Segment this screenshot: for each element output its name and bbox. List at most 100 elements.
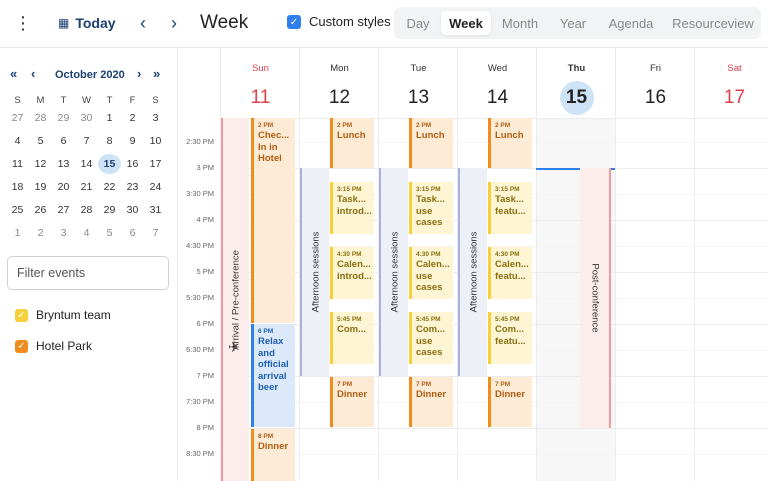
- custom-styles-checkbox[interactable]: ✓: [287, 15, 301, 29]
- afternoon-sessions-mon[interactable]: Afternoon sessions: [300, 168, 329, 376]
- mini-calendar-day[interactable]: 7: [152, 227, 159, 239]
- day-header-sun[interactable]: Sun 11: [221, 48, 300, 118]
- event-name: Calen... use cases: [416, 259, 450, 293]
- checkbox-checked-icon[interactable]: ✓: [15, 308, 28, 322]
- day-name: Sat: [727, 63, 742, 74]
- mode-agenda-tab[interactable]: Agenda: [608, 15, 654, 31]
- mini-calendar-day[interactable]: 6: [129, 227, 136, 239]
- mini-calendar-day[interactable]: 5: [106, 227, 113, 239]
- band-label: Arrival / Pre-conference: [230, 249, 242, 350]
- mini-calendar-day[interactable]: 26: [34, 204, 47, 216]
- day-header-sat[interactable]: Sat 17: [695, 48, 768, 118]
- mini-calendar-day[interactable]: 14: [80, 158, 93, 170]
- mini-calendar-day[interactable]: 5: [37, 135, 44, 147]
- mini-calendar-day[interactable]: 31: [149, 204, 162, 216]
- mini-calendar-day[interactable]: 11: [12, 158, 23, 170]
- event-name: Relax and official arrival beer: [258, 336, 289, 393]
- day-header-tue[interactable]: Tue 13: [379, 48, 458, 118]
- mini-calendar-day[interactable]: 15: [98, 154, 121, 174]
- day-header-fri[interactable]: Fri 16: [616, 48, 695, 118]
- arrival-band[interactable]: Arrival / Pre-conference: [221, 118, 249, 481]
- resource-filter-hotel-park[interactable]: ✓ Hotel Park: [15, 339, 92, 353]
- mode-month-tab[interactable]: Month: [501, 15, 539, 31]
- mini-calendar-day[interactable]: 7: [83, 135, 90, 147]
- afternoon-sessions-tue[interactable]: Afternoon sessions: [379, 168, 408, 376]
- mini-calendar-day[interactable]: 29: [57, 112, 70, 124]
- mode-resourceview-tab[interactable]: Resourceview: [672, 15, 754, 31]
- post-conference-band[interactable]: Post-conference: [580, 168, 611, 428]
- mini-calendar-day[interactable]: 24: [149, 181, 162, 193]
- event-wed-calendar[interactable]: 4:30 PM Calen... featu...: [488, 247, 532, 299]
- checkbox-checked-icon[interactable]: ✓: [15, 339, 28, 353]
- event-wed-com[interactable]: 5:45 PM Com... featu...: [488, 312, 532, 364]
- mini-calendar-day[interactable]: 29: [103, 204, 116, 216]
- mode-day-tab[interactable]: Day: [406, 15, 430, 31]
- event-sun-checkin[interactable]: 2 PM Chec... In in Hotel: [251, 118, 295, 323]
- event-mon-task[interactable]: 3:15 PM Task... introd...: [330, 182, 374, 234]
- mini-calendar-day[interactable]: 4: [83, 227, 90, 239]
- mini-calendar-day[interactable]: 28: [34, 112, 47, 124]
- event-tue-dinner[interactable]: 7 PM Dinner: [409, 377, 453, 427]
- mini-calendar-day[interactable]: 23: [126, 181, 139, 193]
- mini-calendar-day[interactable]: 30: [126, 204, 139, 216]
- mini-calendar-day[interactable]: 10: [149, 135, 162, 147]
- mini-calendar-day[interactable]: 1: [106, 112, 113, 124]
- event-wed-dinner[interactable]: 7 PM Dinner: [488, 377, 532, 427]
- event-mon-dinner[interactable]: 7 PM Dinner: [330, 377, 374, 427]
- mode-week-tab[interactable]: Week: [441, 11, 491, 35]
- mini-calendar-day[interactable]: 4: [14, 135, 21, 147]
- next-year-icon[interactable]: »: [153, 66, 161, 81]
- mini-calendar-day[interactable]: 9: [129, 135, 136, 147]
- event-tue-calendar[interactable]: 4:30 PM Calen... use cases: [409, 247, 453, 299]
- filter-events-input[interactable]: [7, 256, 169, 290]
- previous-month-icon[interactable]: ‹: [31, 66, 36, 81]
- event-mon-calendar[interactable]: 4:30 PM Calen... introd...: [330, 247, 374, 299]
- mini-calendar-day[interactable]: 20: [57, 181, 70, 193]
- mini-calendar-day[interactable]: 25: [11, 204, 24, 216]
- mini-calendar-day[interactable]: 21: [80, 181, 93, 193]
- event-sun-relax[interactable]: 6 PM Relax and official arrival beer: [251, 324, 295, 427]
- mode-year-tab[interactable]: Year: [559, 15, 587, 31]
- mini-calendar-day[interactable]: 13: [57, 158, 70, 170]
- mini-calendar-day[interactable]: 17: [149, 158, 162, 170]
- day-header-wed[interactable]: Wed 14: [458, 48, 537, 118]
- mini-calendar-day[interactable]: 27: [57, 204, 70, 216]
- mini-calendar-day[interactable]: 22: [103, 181, 116, 193]
- event-mon-com[interactable]: 5:45 PM Com...: [330, 312, 374, 364]
- next-month-icon[interactable]: ›: [137, 66, 142, 81]
- afternoon-sessions-wed[interactable]: Afternoon sessions: [458, 168, 487, 376]
- mini-calendar-day[interactable]: 28: [80, 204, 93, 216]
- next-week-button[interactable]: ›: [171, 12, 177, 33]
- event-time: 3:15 PM: [495, 186, 520, 193]
- mini-calendar-day[interactable]: 3: [152, 112, 159, 124]
- mini-calendar-day[interactable]: 1: [14, 227, 21, 239]
- day-date: 12: [328, 87, 351, 108]
- event-wed-lunch[interactable]: 2 PM Lunch: [488, 118, 532, 168]
- mini-calendar-day[interactable]: 6: [60, 135, 67, 147]
- mini-calendar-day[interactable]: 16: [126, 158, 139, 170]
- mini-calendar-day[interactable]: 19: [34, 181, 47, 193]
- event-sun-dinner[interactable]: 8 PM Dinner: [251, 429, 295, 481]
- mini-calendar-day[interactable]: 3: [60, 227, 67, 239]
- event-wed-task[interactable]: 3:15 PM Task... featu...: [488, 182, 532, 234]
- mini-calendar-day[interactable]: 2: [37, 227, 44, 239]
- event-mon-lunch[interactable]: 2 PM Lunch: [330, 118, 374, 168]
- mini-calendar-day[interactable]: 12: [34, 158, 47, 170]
- event-name: Com...: [337, 324, 367, 335]
- day-header-mon[interactable]: Mon 12: [300, 48, 379, 118]
- mini-calendar-day[interactable]: 2: [129, 112, 136, 124]
- previous-year-icon[interactable]: «: [10, 66, 18, 81]
- mini-calendar-day[interactable]: 30: [80, 112, 93, 124]
- day-header-thu[interactable]: Thu 15: [537, 48, 616, 118]
- event-tue-lunch[interactable]: 2 PM Lunch: [409, 118, 453, 168]
- today-button[interactable]: ▦ Today: [58, 13, 116, 33]
- mini-calendar-day[interactable]: 18: [11, 181, 24, 193]
- previous-week-button[interactable]: ‹: [140, 12, 146, 33]
- mini-calendar-day[interactable]: 8: [106, 135, 113, 147]
- day-divider: [457, 48, 458, 481]
- mini-calendar-day[interactable]: 27: [11, 112, 24, 124]
- event-tue-task[interactable]: 3:15 PM Task... use cases: [409, 182, 453, 234]
- more-menu-icon[interactable]: ⋮: [14, 12, 32, 33]
- event-tue-com[interactable]: 5:45 PM Com... use cases: [409, 312, 453, 364]
- resource-filter-bryntum-team[interactable]: ✓ Bryntum team: [15, 308, 111, 322]
